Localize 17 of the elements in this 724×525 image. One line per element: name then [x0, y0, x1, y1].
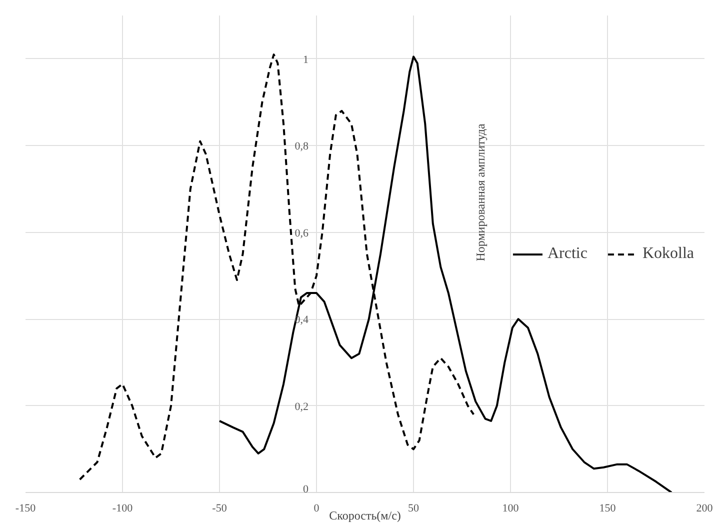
- x-tick-label: 200: [696, 502, 714, 514]
- y-tick-label: 0: [303, 484, 309, 496]
- y-axis-title: Нормированная амплитуда: [474, 123, 488, 262]
- x-tick-label: 0: [314, 502, 320, 514]
- x-tick-label: -50: [212, 502, 228, 514]
- x-tick-label: 50: [408, 502, 420, 514]
- y-tick-label: 0,2: [294, 400, 308, 413]
- x-tick-label: 150: [599, 502, 616, 514]
- y-tick-label: 0,6: [294, 227, 309, 240]
- x-tick-label: -150: [15, 502, 36, 514]
- y-tick-label: 1: [303, 54, 308, 66]
- y-tick-label: 0,8: [294, 140, 309, 153]
- x-axis-title: Скорость(м/с): [329, 508, 401, 522]
- legend-label: Kokolla: [642, 244, 694, 262]
- legend-label: Arctic: [547, 244, 588, 262]
- x-tick-label: 100: [502, 502, 520, 514]
- x-tick-label: -100: [112, 502, 134, 514]
